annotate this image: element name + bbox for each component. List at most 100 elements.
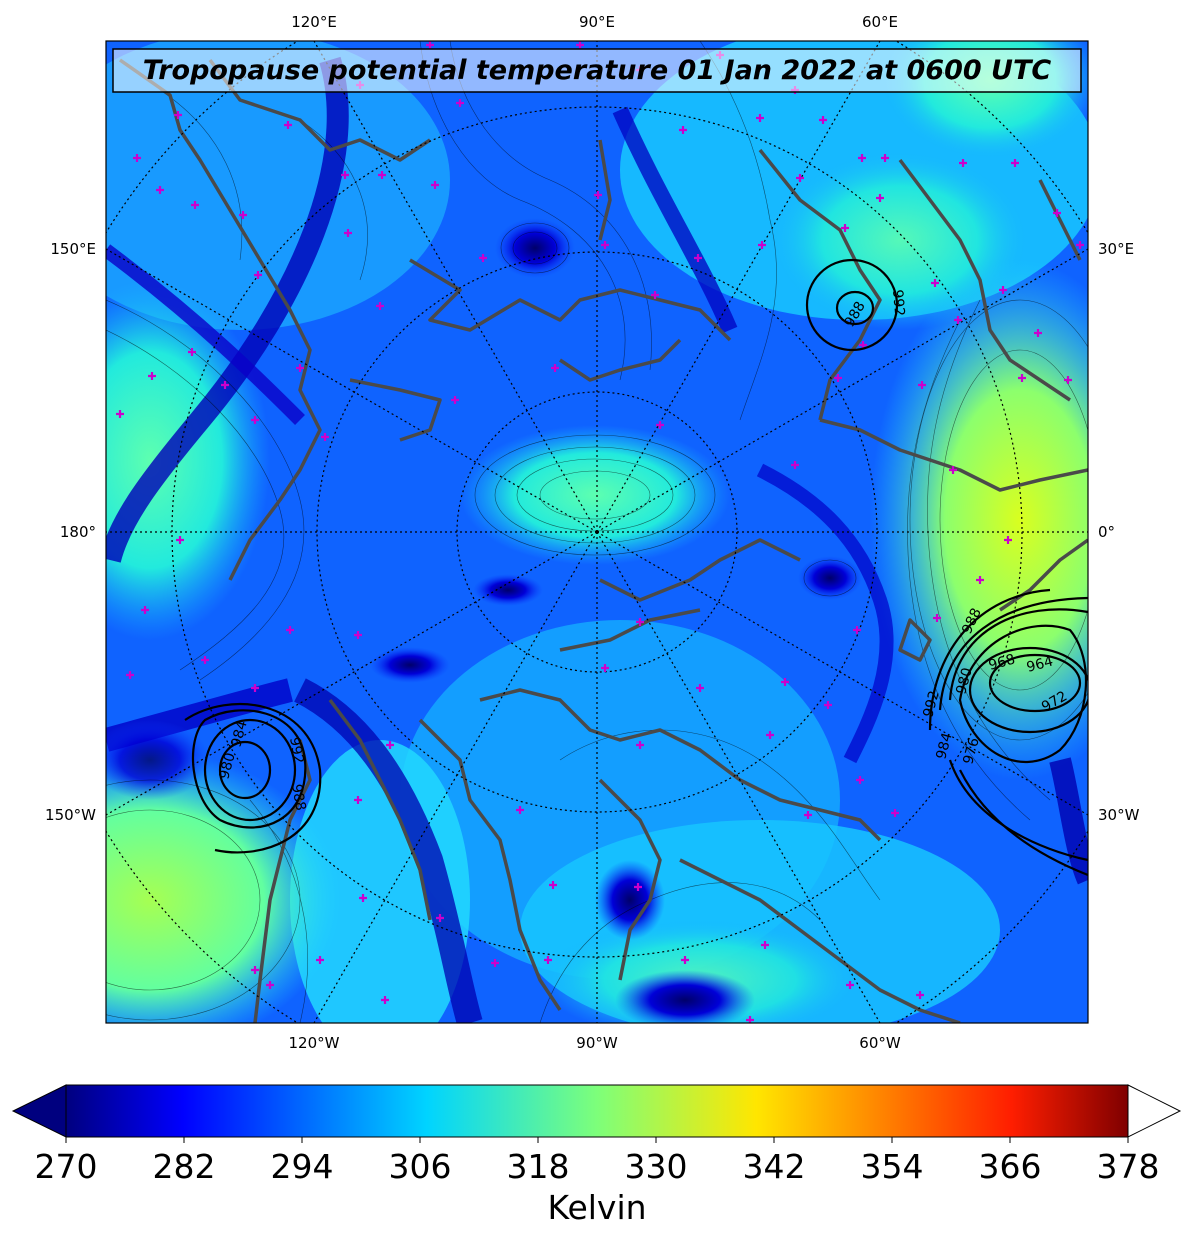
station-marker [126,671,134,679]
right-label-30w: 30°W [1098,806,1140,824]
isobar-label-e-8: 992 [920,689,942,719]
station-marker [376,302,384,310]
station-marker [949,466,957,474]
station-marker [1053,209,1061,217]
station-marker [918,381,926,389]
station-marker [931,279,939,287]
top-label-90e: 90°E [579,13,615,31]
station-marker [116,410,124,418]
map-title: Tropopause potential temperature 01 Jan … [143,55,1052,86]
station-marker [549,881,557,889]
station-marker [321,433,329,441]
station-marker [819,116,827,124]
station-marker [176,536,184,544]
station-marker [354,631,362,639]
station-marker [959,159,967,167]
right-label-30e: 30°E [1098,240,1134,258]
station-marker [296,364,304,372]
station-marker [188,348,196,356]
field-band-7 [1049,757,1088,885]
title-box: Tropopause potential temperature 01 Jan … [112,48,1082,93]
colorbar-tick-label: 378 [1097,1147,1160,1186]
station-marker [479,254,487,262]
station-marker [756,114,764,122]
colorbar-gradient [66,1085,1128,1137]
left-label-180: 180° [60,523,96,541]
station-marker [694,254,702,262]
field-region-nw [106,41,450,330]
station-marker [254,271,262,279]
colorbar-tick-label: 294 [271,1147,334,1186]
isobars-north-low [805,258,899,352]
left-label-150w: 150°W [45,806,96,824]
station-marker [933,614,941,622]
station-marker [133,154,141,162]
station-marker [201,656,209,664]
station-marker [544,956,552,964]
station-marker [796,174,804,182]
station-marker [284,121,292,129]
station-marker [286,626,294,634]
station-marker [1064,376,1072,384]
field-band-3 [612,106,738,334]
station-marker [791,461,799,469]
station-marker [1076,241,1084,249]
map-panel: 980 984 988 992 964 968 972 976 980 984 … [106,41,1088,1023]
right-label-0: 0° [1098,523,1115,541]
station-marker [876,194,884,202]
station-marker [359,894,367,902]
station-marker [594,191,602,199]
station-marker [681,956,689,964]
station-marker [148,372,156,380]
station-marker [856,776,864,784]
station-marker [761,941,769,949]
station-marker [344,229,352,237]
station-marker [141,606,149,614]
station-marker [601,241,609,249]
station-marker [853,626,861,634]
vortex-south-west [370,647,450,683]
left-label-150e: 150°E [50,240,96,258]
top-label-60e: 60°E [862,13,898,31]
vortex-north [495,218,575,278]
isobar-labels: 980 984 988 992 964 968 972 976 980 984 … [216,289,1070,812]
station-marker [426,41,434,49]
colorbar-tick-label: 342 [743,1147,806,1186]
coastlines [118,58,1088,1023]
station-marker [1011,159,1019,167]
station-marker [456,99,464,107]
station-marker [651,291,659,299]
field-band-6 [756,463,894,764]
station-marker [766,731,774,739]
colorbar-extend-max [1127,1084,1182,1138]
station-marker [1034,329,1042,337]
station-marker [634,883,642,891]
colorbar-tick-label: 318 [507,1147,570,1186]
top-label-120e: 120°E [291,13,337,31]
colorbar-tick-label: 330 [625,1147,688,1186]
station-marker [758,241,766,249]
vortex-east [798,556,862,600]
colorbar: 270 282 294 306 318 330 342 354 366 378 Kelvin [11,1084,1182,1227]
station-marker [516,806,524,814]
isobar-label-e-6: 984 [933,731,955,761]
station-marker [881,154,889,162]
station-marker [601,664,609,672]
station-marker [156,186,164,194]
isobar-label-n-1: 992 [889,289,907,317]
isobar-label-w-1: 980 [216,751,238,781]
station-marker [846,981,854,989]
colorbar-frame [65,1084,1129,1138]
colorbar-tick-label: 354 [861,1147,924,1186]
station-marker [381,996,389,1004]
temperature-contours [106,41,1088,1023]
station-marker [191,201,199,209]
isobar-label-e-1: 964 [1025,653,1055,675]
title-background [112,48,1082,93]
station-marker [239,211,247,219]
field-warm-west [106,280,270,640]
field-region-sw [290,740,470,1023]
station-marker [221,381,229,389]
station-marker [251,416,259,424]
